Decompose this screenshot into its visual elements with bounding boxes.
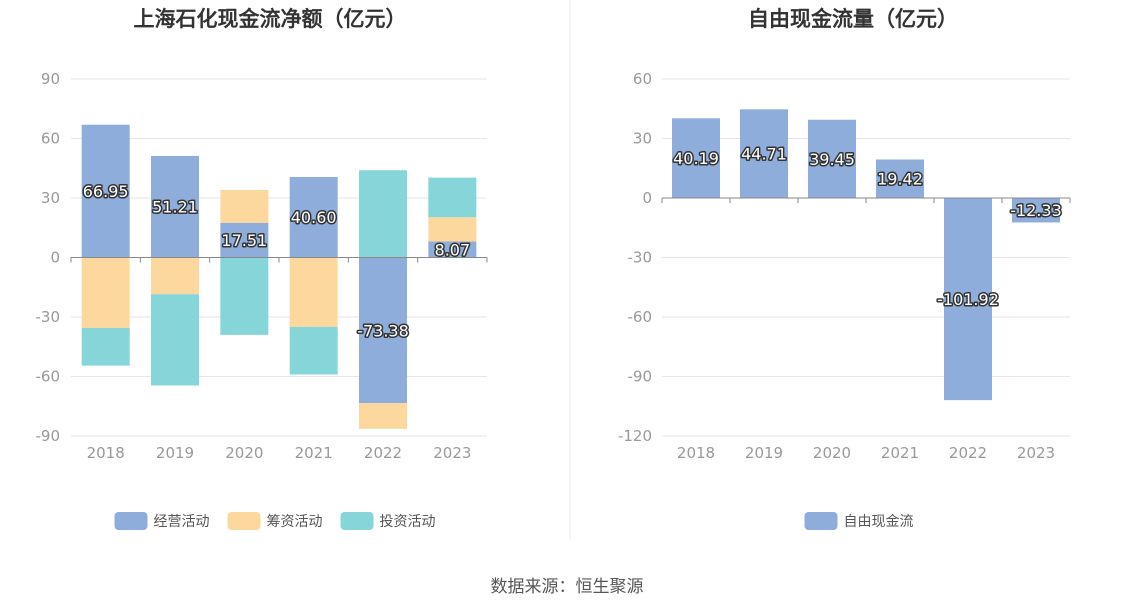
bar-经营活动-2020 [220, 222, 269, 258]
y-tick-label: 0 [642, 189, 652, 207]
data-label: 66.95 [83, 182, 129, 201]
legend-label-经营活动: 经营活动 [154, 514, 210, 530]
x-tick-label: 2019 [745, 444, 783, 462]
bar-经营活动-2021 [289, 176, 338, 258]
free-cash-flow-chart: 自由现金流量（亿元） 60 30 0 -30 -60 -90 -120 2018 2019 202… [618, 7, 1071, 530]
y-tick-label: -30 [36, 308, 61, 326]
x-tick-label: 2021 [295, 444, 333, 462]
data-label: -101.92 [937, 290, 999, 309]
y-tick-label: -30 [628, 249, 653, 267]
y-tick-label: 60 [41, 130, 60, 148]
y-tick-label: 90 [41, 70, 60, 88]
legend-label-自由现金流: 自由现金流 [844, 514, 914, 530]
x-tick-label: 2023 [433, 444, 471, 462]
y-tick-label: -60 [36, 368, 61, 386]
legend-label-投资活动: 投资活动 [380, 514, 436, 530]
bar-自由现金流-2023 [1012, 198, 1060, 223]
legend-label-筹资活动: 筹资活动 [267, 513, 323, 530]
bar-自由现金流-2022 [944, 198, 992, 401]
data-label: -12.33 [1010, 201, 1062, 220]
bar-筹资活动-2018 [81, 257, 130, 328]
bar-经营活动-2023 [428, 241, 477, 258]
data-label: 51.21 [152, 198, 198, 217]
x-tick-label: 2022 [364, 444, 402, 462]
x-tick-label: 2020 [813, 444, 851, 462]
y-tick-label: 30 [633, 130, 652, 148]
x-tick-label: 2019 [156, 444, 194, 462]
chart-title-free-cash-flow: 自由现金流量（亿元） [748, 7, 958, 31]
bar-投资活动-2018 [81, 327, 130, 366]
legend-swatch-筹资活动 [227, 512, 261, 530]
x-tick-label: 2022 [949, 444, 987, 462]
y-tick-label: 30 [41, 189, 60, 207]
bar-筹资活动-2020 [220, 190, 269, 223]
bar-投资活动-2019 [151, 294, 199, 386]
data-label: 40.19 [673, 149, 719, 168]
bar-自由现金流-2020 [808, 119, 856, 198]
y-tick-label: -90 [36, 427, 61, 445]
bar-自由现金流-2021 [876, 159, 924, 198]
cash-flow-net-chart: 上海石化现金流净额（亿元） 90 60 30 0 -30 -60 -90 2018 2019 20… [36, 7, 488, 530]
x-tick-label: 2018 [677, 444, 715, 462]
x-tick-label: 2018 [87, 444, 125, 462]
legend-swatch-自由现金流 [804, 512, 838, 530]
bar-筹资活动-2023 [428, 217, 477, 242]
y-tick-label: 60 [633, 70, 652, 88]
data-label: 40.60 [291, 208, 337, 227]
bar-投资活动-2022 [359, 170, 407, 258]
bar-自由现金流-2019 [740, 109, 788, 198]
bar-自由现金流-2018 [672, 118, 720, 198]
bar-投资活动-2021 [289, 326, 338, 375]
bar-投资活动-2023 [428, 177, 477, 218]
bar-经营活动-2022 [359, 257, 407, 404]
bar-经营活动-2019 [151, 155, 199, 258]
legend-swatch-投资活动 [340, 512, 374, 530]
x-tick-label: 2020 [225, 444, 263, 462]
data-label: 8.07 [435, 240, 471, 259]
legend-swatch-经营活动 [114, 512, 148, 530]
bar-筹资活动-2019 [151, 257, 199, 295]
y-tick-label: -60 [628, 308, 653, 326]
bar-经营活动-2018 [81, 124, 130, 258]
y-tick-label: -90 [628, 368, 653, 386]
y-tick-label: -120 [618, 427, 652, 445]
data-label: 39.45 [809, 150, 855, 169]
y-tick-label: 0 [50, 249, 60, 267]
data-label: -73.38 [357, 321, 409, 340]
data-label: 44.71 [741, 145, 787, 164]
x-tick-label: 2021 [881, 444, 919, 462]
chart-title-cash-flow: 上海石化现金流净额（亿元） [134, 7, 407, 31]
bar-筹资活动-2022 [359, 403, 407, 429]
bar-筹资活动-2021 [289, 257, 338, 327]
data-label: 17.51 [221, 231, 267, 250]
data-label: 19.42 [877, 170, 923, 189]
x-tick-label: 2023 [1017, 444, 1055, 462]
data-source-label: 数据来源：恒生聚源 [491, 577, 644, 597]
bar-投资活动-2020 [220, 257, 269, 335]
